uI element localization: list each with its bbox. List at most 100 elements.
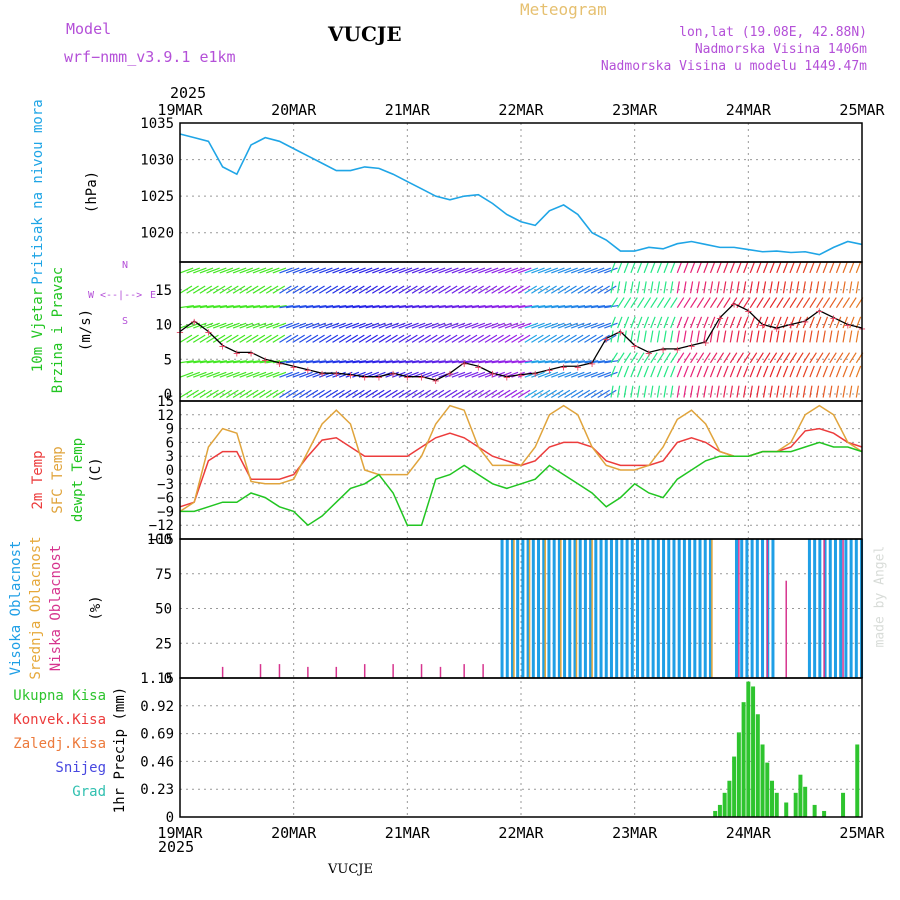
- wind-vector-mark: [822, 316, 829, 329]
- wind-vector-mark: [597, 360, 612, 364]
- wind-vector-mark: [782, 297, 791, 308]
- wind-vector-mark: [617, 352, 625, 364]
- wind-vector-mark: [696, 330, 700, 343]
- wind-vector-mark: [835, 297, 844, 308]
- wind-gust-marker: +: [446, 369, 454, 380]
- wind-vector-mark: [425, 267, 439, 274]
- wind-vector-mark: [458, 360, 473, 364]
- wind-vector-mark: [478, 304, 493, 309]
- wind-vector-mark: [557, 304, 572, 309]
- wind-vector-mark: [591, 360, 606, 364]
- wind-vector-mark: [590, 334, 604, 343]
- x-tick-label-top: 23MAR: [612, 101, 658, 119]
- wind-vector-mark: [471, 389, 484, 399]
- wind-vector-mark: [391, 322, 406, 329]
- wind-vector-mark: [199, 334, 213, 343]
- precip-y-tick: 1.15: [140, 671, 174, 687]
- wind-vector-mark: [484, 267, 499, 274]
- dewpoint-line: [180, 441, 863, 527]
- wind-vector-mark: [239, 285, 252, 294]
- wind-vector-mark: [405, 360, 420, 364]
- panel-frame: [179, 122, 863, 263]
- x-tick-label-top: 25MAR: [839, 101, 885, 119]
- wind-vector-mark: [226, 304, 241, 309]
- wind-vector-mark: [656, 281, 661, 294]
- wind-vector-mark: [822, 297, 831, 308]
- wind-vector-mark: [352, 334, 365, 343]
- wind-vector-mark: [610, 385, 614, 398]
- wind-vector-mark: [550, 389, 564, 399]
- wind-vector-mark: [312, 389, 325, 399]
- wind-vector-mark: [584, 267, 598, 274]
- wind-vector-mark: [365, 334, 378, 343]
- wind-vector-mark: [305, 389, 319, 399]
- wind-vector-mark: [689, 330, 694, 343]
- wind-vector-mark: [285, 360, 301, 364]
- wind-vector-mark: [610, 330, 614, 343]
- wind-vector-mark: [789, 352, 797, 364]
- precip-bar: [727, 780, 732, 817]
- wind-vector-mark: [252, 360, 267, 364]
- wind-vector-mark: [332, 371, 346, 378]
- wind-gust-marker: +: [716, 314, 724, 325]
- wind-gust-marker: +: [361, 373, 369, 384]
- wind-vector-mark: [670, 261, 676, 274]
- wind-vector-mark: [550, 285, 564, 294]
- wind-vector-mark: [245, 334, 259, 343]
- wind-vector-mark: [451, 304, 466, 309]
- wind-vector-mark: [743, 297, 751, 308]
- wind-vector-mark: [564, 360, 579, 364]
- wind-vector-mark: [259, 322, 273, 329]
- wind-vector-mark: [252, 389, 266, 399]
- wind-vector-mark: [643, 352, 652, 364]
- wind-vector-mark: [246, 322, 260, 329]
- wind-vector-mark: [577, 267, 592, 274]
- wind-vector-mark: [796, 330, 800, 343]
- wind-vector-mark: [531, 389, 544, 399]
- wind-vector-mark: [650, 385, 654, 398]
- model-label: Model: [66, 20, 112, 38]
- wind-vector-mark: [676, 297, 685, 308]
- wind-vector-mark: [723, 365, 729, 378]
- wind-vector-mark: [464, 371, 479, 378]
- wind-vector-mark: [199, 371, 214, 378]
- wind-vector-mark: [749, 316, 756, 329]
- wind-vector-mark: [285, 371, 300, 378]
- wind-vector-mark: [564, 304, 579, 309]
- wind-vector-mark: [206, 285, 219, 294]
- temp-y-tick: 9: [166, 422, 174, 438]
- wind-vector-mark: [299, 304, 314, 309]
- wind-vector-mark: [663, 330, 667, 343]
- wind-vector-mark: [723, 330, 727, 343]
- wind-vector-mark: [199, 267, 214, 274]
- wind-vector-mark: [789, 281, 793, 294]
- wind-vector-mark: [531, 285, 544, 294]
- wind-vector-mark: [617, 316, 623, 329]
- wind-vector-mark: [835, 365, 842, 378]
- wind-vector-mark: [683, 297, 691, 308]
- wind-vector-mark: [782, 281, 787, 294]
- wind-vector-mark: [756, 281, 760, 294]
- wind-vector-mark: [835, 281, 840, 294]
- wind-vector-mark: [325, 285, 339, 294]
- wind-vector-mark: [782, 352, 791, 364]
- wind-vector-mark: [478, 371, 492, 378]
- wind-vector-mark: [325, 267, 340, 274]
- wind-vector-mark: [630, 352, 638, 364]
- wind-vector-mark: [789, 385, 793, 398]
- wind-vector-mark: [312, 322, 326, 329]
- wind-vector-mark: [411, 267, 426, 274]
- wind-vector-mark: [511, 304, 526, 309]
- wind-vector-mark: [497, 334, 511, 343]
- wind-vector-mark: [842, 316, 848, 329]
- wind-vector-mark: [696, 365, 703, 378]
- wind-vector-mark: [179, 334, 193, 343]
- wind-vector-mark: [842, 330, 846, 343]
- wind-vector-mark: [219, 322, 234, 329]
- wind-vector-mark: [802, 281, 806, 294]
- wind-vector-mark: [517, 334, 531, 343]
- wind-vector-mark: [736, 316, 742, 329]
- precip-bar: [751, 686, 756, 817]
- wind-vector-mark: [716, 297, 725, 308]
- wind-vector-mark: [623, 261, 630, 274]
